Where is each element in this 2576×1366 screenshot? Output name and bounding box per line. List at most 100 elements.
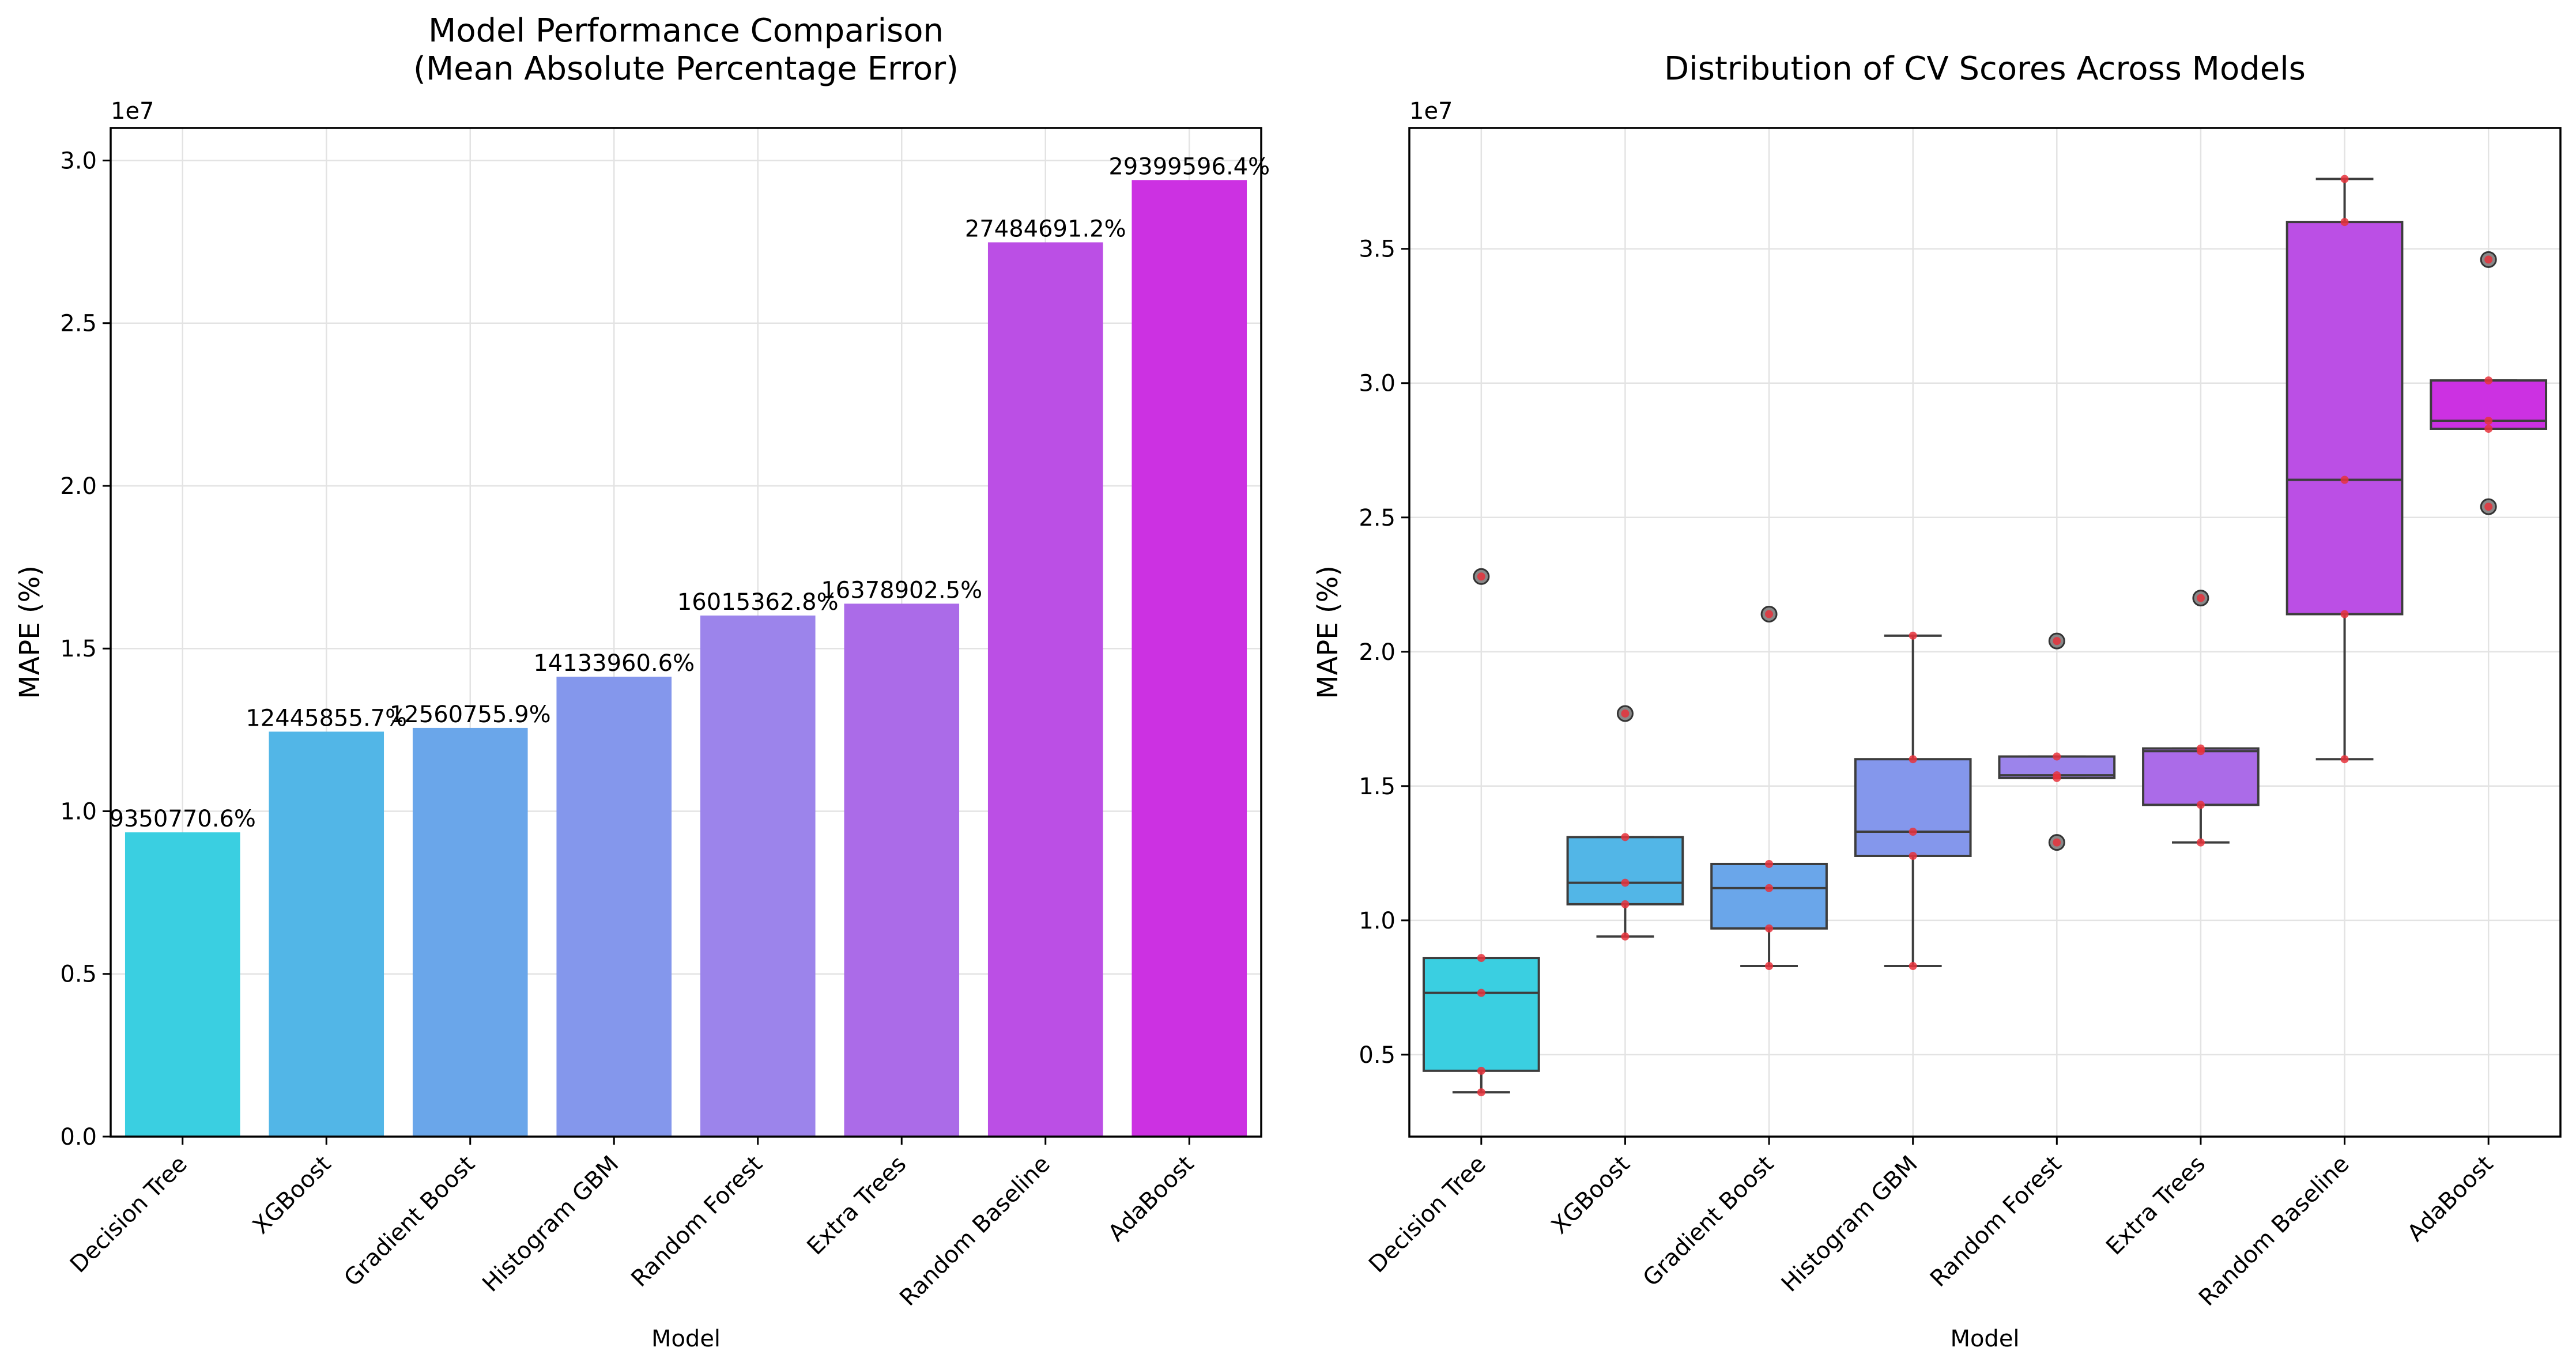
chart-title: Distribution of CV Scores Across Models [1664, 50, 2306, 88]
x-axis-label: Model [1950, 1326, 2019, 1352]
y-tick-label-1: 0.5 [60, 961, 97, 988]
point-6-3 [2340, 218, 2349, 227]
bar-2 [412, 727, 528, 1137]
y-tick-label-4: 2.5 [1359, 505, 1396, 531]
box-body [2142, 747, 2260, 806]
y-tick-label-6: 3.0 [60, 148, 97, 174]
point-4-4 [2053, 637, 2061, 646]
point-4-2 [2053, 771, 2061, 780]
point-5-0 [2196, 838, 2205, 847]
point-7-4 [2484, 255, 2493, 264]
point-4-3 [2053, 752, 2061, 761]
data-label-2: 12560755.9% [390, 701, 551, 728]
chart-title-line-2: (Mean Absolute Percentage Error) [413, 50, 959, 88]
y-tick-label-5: 2.5 [60, 311, 97, 337]
point-2-4 [1765, 610, 1774, 618]
point-0-2 [1477, 988, 1485, 997]
point-2-1 [1765, 924, 1774, 933]
y-tick-label-0: 0.0 [60, 1124, 97, 1150]
y-tick-label-2: 1.5 [1359, 773, 1396, 800]
bars [125, 180, 1247, 1137]
y-tick-label-3: 1.5 [60, 636, 97, 662]
data-label-6: 27484691.2% [965, 216, 1126, 242]
y-axis-label: MAPE (%) [14, 565, 46, 699]
x-tick-label-2: Gradient Boost [1638, 1151, 1779, 1292]
box-1 [1566, 705, 1684, 938]
bar-1 [269, 731, 384, 1137]
x-tick-label-7: AdaBoost [1103, 1151, 1200, 1247]
y-tick-label-2: 1.0 [60, 798, 97, 825]
point-6-2 [2340, 476, 2349, 484]
point-6-4 [2340, 175, 2349, 183]
point-3-1 [1909, 851, 1917, 860]
point-1-1 [1621, 900, 1630, 908]
bar-chart-mape: Model Performance Comparison (Mean Absol… [14, 12, 1270, 1352]
x-axis-label: Model [651, 1326, 721, 1352]
y-tick-label-0: 0.5 [1359, 1042, 1396, 1069]
point-3-3 [1909, 755, 1917, 764]
point-5-1 [2196, 801, 2205, 809]
plot-area-frame [110, 127, 1262, 1138]
x-tick-label-7: AdaBoost [2402, 1151, 2499, 1247]
bar-6 [987, 242, 1103, 1137]
point-5-4 [2196, 594, 2205, 602]
y-tick-label-3: 2.0 [1359, 639, 1396, 666]
y-axis-label: MAPE (%) [1312, 565, 1344, 699]
point-1-3 [1621, 833, 1630, 842]
point-3-0 [1909, 962, 1917, 971]
box-0 [1422, 568, 1540, 1094]
bar-5 [844, 603, 960, 1137]
data-label-1: 12445855.7% [246, 705, 407, 731]
data-label-7: 29399596.4% [1108, 153, 1270, 180]
point-1-4 [1621, 709, 1630, 718]
x-tick-label-5: Extra Trees [2101, 1151, 2211, 1261]
point-0-4 [1477, 572, 1485, 581]
y-axis-offset-label: 1e7 [111, 98, 154, 124]
x-tick-label-6: Random Baseline [2194, 1151, 2355, 1312]
point-0-3 [1477, 954, 1485, 963]
x-axis-ticks: Decision Tree XGBoost Gradient BoostHistog… [1364, 1137, 2498, 1311]
x-axis-ticks: Decision Tree XGBoost Gradient BoostHistog… [65, 1137, 1199, 1311]
strip-points [1477, 175, 2493, 1097]
boxes [1422, 178, 2548, 1094]
data-label-3: 14133960.6% [533, 650, 695, 677]
chart-title-line-1: Model Performance Comparison [428, 12, 944, 50]
point-1-2 [1621, 878, 1630, 887]
x-tick-label-2: Gradient Boost [339, 1151, 480, 1292]
point-2-3 [1765, 859, 1774, 868]
x-tick-label-1: XGBoost [248, 1151, 337, 1240]
data-label-5: 16378902.5% [821, 577, 982, 603]
point-6-0 [2340, 755, 2349, 764]
box-6 [2285, 178, 2404, 761]
point-2-0 [1765, 962, 1774, 971]
x-tick-label-0: Decision Tree [65, 1151, 193, 1278]
data-label-0: 9350770.6% [110, 806, 256, 832]
point-5-3 [2196, 744, 2205, 753]
point-3-2 [1909, 828, 1917, 836]
plot-area-frame [1408, 127, 2562, 1138]
bar-3 [556, 677, 672, 1137]
bar-0 [125, 832, 240, 1137]
box-body [1710, 862, 1828, 930]
point-7-1 [2484, 424, 2493, 433]
box-plot-cv-scores: Distribution of CV Scores Across Models … [1312, 50, 2562, 1352]
bar-7 [1132, 180, 1247, 1137]
x-tick-label-6: Random Baseline [895, 1151, 1055, 1312]
y-axis-ticks: 0.0 0.5 1.0 1.5 2.0 2.5 3.0 [60, 148, 111, 1150]
box-body [2285, 221, 2404, 616]
box-body [1566, 836, 1684, 905]
point-3-4 [1909, 631, 1917, 640]
y-axis-offset-label: 1e7 [1409, 98, 1453, 124]
box-body [1422, 957, 1540, 1072]
y-tick-label-4: 2.0 [60, 473, 97, 500]
y-tick-label-6: 3.5 [1359, 236, 1396, 263]
x-tick-label-1: XGBoost [1547, 1151, 1635, 1240]
data-label-4: 16015362.8% [677, 589, 839, 616]
box-body [1854, 758, 1972, 857]
point-0-1 [1477, 1066, 1485, 1075]
point-1-0 [1621, 932, 1630, 941]
x-tick-label-5: Extra Trees [802, 1151, 911, 1261]
data-labels: 9350770.6% 12445855.7%12560755.9% 14133960… [110, 153, 1270, 832]
bar-4 [700, 615, 816, 1137]
